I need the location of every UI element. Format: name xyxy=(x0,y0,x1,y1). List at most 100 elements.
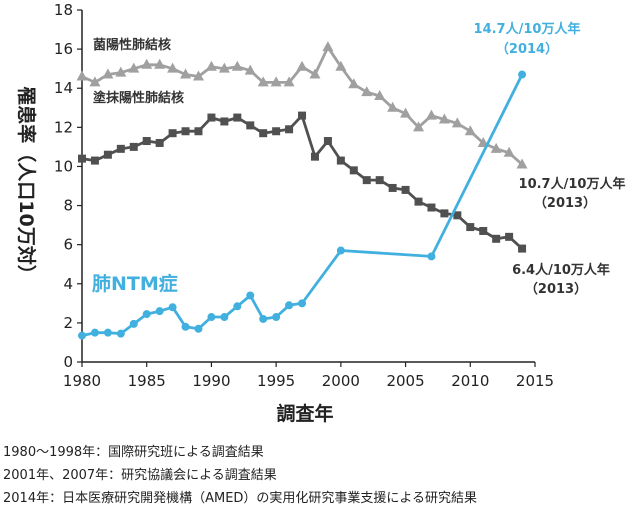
annotation-ntm-value: 14.7人/10万人年 xyxy=(474,21,581,37)
y-tick-label: 0 xyxy=(63,353,73,371)
x-tick-label: 2010 xyxy=(451,372,489,390)
data-point-square xyxy=(440,209,449,218)
x-tick-label: 1995 xyxy=(257,372,295,390)
data-point-triangle xyxy=(76,70,88,81)
x-tick-label: 2000 xyxy=(322,372,360,390)
data-point-triangle xyxy=(89,76,101,87)
annotation-smear-year: （2013） xyxy=(525,281,587,297)
data-point-triangle xyxy=(451,117,463,128)
data-point-triangle xyxy=(464,125,476,136)
data-point-square xyxy=(168,129,177,138)
x-tick-label: 1980 xyxy=(63,372,101,390)
data-point-triangle xyxy=(141,58,153,69)
y-tick-label: 10 xyxy=(54,157,73,175)
data-point-triangle xyxy=(322,41,334,52)
chart: 0 2 4 6 8 10 12 14 16 18 1980 1985 1990 1995 2000 2005 2… xyxy=(15,1,626,425)
data-point-square xyxy=(362,176,371,185)
y-tick-label: 8 xyxy=(63,197,73,215)
data-point-triangle xyxy=(167,62,179,73)
data-point-circle xyxy=(233,302,242,311)
data-point-circle xyxy=(220,313,229,322)
data-point-triangle xyxy=(348,78,360,89)
data-point-square xyxy=(375,176,384,185)
annotation-smear-value: 6.4人/10万人年 xyxy=(512,262,610,278)
data-point-square xyxy=(272,127,281,136)
data-point-square xyxy=(116,144,125,153)
data-point-triangle xyxy=(438,113,450,124)
data-point-triangle xyxy=(218,62,230,73)
data-point-triangle xyxy=(257,76,269,87)
series-label-smear-positive: 塗抹陽性肺結核 xyxy=(93,90,184,106)
series-smear-positive-line xyxy=(81,114,524,250)
data-point-square xyxy=(466,223,475,232)
data-point-square xyxy=(142,137,151,146)
data-point-circle xyxy=(427,252,436,261)
data-point-circle xyxy=(181,322,190,331)
series-label-culture-positive: 菌陽性肺結核 xyxy=(93,37,171,53)
data-point-triangle xyxy=(335,60,347,71)
annotation-culture-year: （2013） xyxy=(534,195,596,211)
data-point-square xyxy=(246,121,255,130)
data-point-triangle xyxy=(205,60,217,71)
data-point-triangle xyxy=(128,62,140,73)
data-point-triangle xyxy=(244,64,256,75)
data-point-triangle xyxy=(192,70,204,81)
data-point-triangle xyxy=(503,146,515,157)
annotation-ntm-year: （2014） xyxy=(496,41,558,57)
y-tick-label: 18 xyxy=(54,1,73,19)
data-point-square xyxy=(78,154,86,163)
data-point-circle xyxy=(90,328,99,337)
footnotes: 1980〜1998年：国際研究班による調査結果 2001年、2007年：研究協議… xyxy=(3,441,477,510)
data-point-square xyxy=(492,234,501,243)
data-point-circle xyxy=(518,70,527,79)
series-label-ntm: 肺NTM症 xyxy=(92,272,178,295)
data-point-square xyxy=(336,156,345,165)
data-point-square xyxy=(207,113,216,122)
x-axis-title: 調査年 xyxy=(276,402,333,425)
x-tick-label: 2005 xyxy=(386,372,424,390)
data-point-square xyxy=(310,152,319,161)
data-point-triangle xyxy=(387,101,399,112)
data-point-circle xyxy=(129,319,138,328)
data-point-square xyxy=(414,197,423,206)
data-point-triangle xyxy=(374,90,386,101)
y-tick-label: 2 xyxy=(63,314,73,332)
data-point-circle xyxy=(272,313,281,322)
data-point-square xyxy=(401,185,410,194)
data-point-square xyxy=(285,125,294,134)
data-point-triangle xyxy=(400,107,412,118)
data-point-square xyxy=(129,142,138,151)
series-smear-positive xyxy=(78,111,527,253)
y-tick-label: 16 xyxy=(54,40,73,58)
data-point-circle xyxy=(155,307,164,316)
data-point-triangle xyxy=(270,76,282,87)
data-point-triangle xyxy=(283,76,295,87)
data-point-square xyxy=(479,226,488,235)
axes: 0 2 4 6 8 10 12 14 16 18 1980 1985 1990 1995 2000 2005 2… xyxy=(54,1,554,390)
data-point-square xyxy=(298,111,307,120)
data-point-square xyxy=(103,150,112,159)
data-point-square xyxy=(349,166,358,175)
data-point-triangle xyxy=(516,158,528,169)
data-point-triangle xyxy=(309,68,321,79)
data-point-square xyxy=(388,183,397,192)
data-point-circle xyxy=(207,313,216,322)
footnote-2: 2001年、2007年：研究協議会による調査結果 xyxy=(3,468,277,483)
data-point-square xyxy=(259,129,268,138)
annotation-culture-value: 10.7人/10万人年 xyxy=(519,176,626,192)
data-point-square xyxy=(181,127,190,136)
y-tick-label: 12 xyxy=(54,118,73,136)
series-ntm xyxy=(78,70,527,340)
data-point-square xyxy=(220,117,229,126)
data-point-square xyxy=(194,127,203,136)
y-tick-label: 6 xyxy=(63,236,73,254)
data-point-circle xyxy=(168,303,177,312)
data-point-square xyxy=(453,211,462,220)
data-point-circle xyxy=(78,331,86,340)
series-layer xyxy=(76,41,528,340)
x-tick-label: 1990 xyxy=(192,372,230,390)
y-tick-label: 14 xyxy=(54,79,73,97)
data-point-circle xyxy=(142,310,151,319)
data-point-triangle xyxy=(490,142,502,153)
data-point-circle xyxy=(259,314,268,323)
